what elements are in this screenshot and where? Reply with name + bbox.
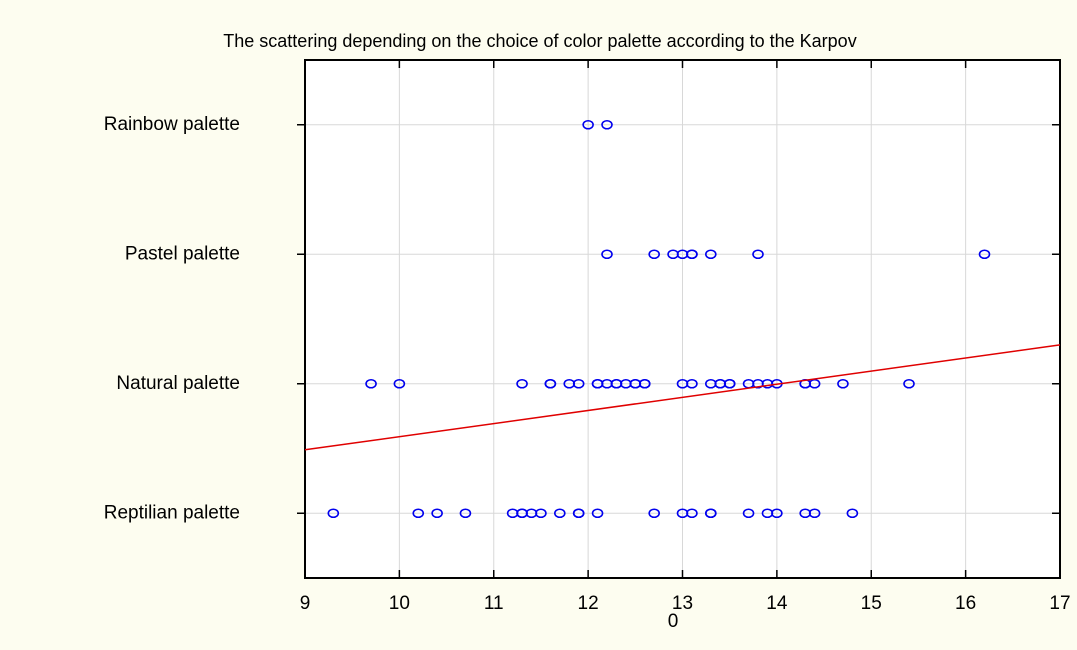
point — [705, 249, 717, 260]
point — [601, 119, 613, 130]
point — [837, 378, 849, 389]
point — [705, 508, 717, 519]
fit-line — [304, 344, 1061, 451]
point — [431, 508, 443, 519]
point — [723, 378, 736, 389]
x-axis-label: 0 — [668, 611, 679, 632]
plot-frame — [304, 59, 1061, 579]
x-tick-label: 15 — [861, 593, 882, 614]
point — [638, 378, 651, 389]
point — [686, 249, 698, 260]
y-tick-label: Reptilian palette — [104, 502, 240, 523]
point — [535, 508, 547, 519]
point — [686, 378, 698, 389]
point — [742, 508, 755, 519]
point — [808, 378, 821, 389]
point — [591, 508, 604, 519]
point — [572, 378, 585, 389]
point — [752, 249, 764, 260]
y-tick-label: Natural palette — [116, 373, 240, 394]
point — [978, 249, 991, 260]
x-tick-label: 12 — [578, 593, 599, 614]
x-tick-label: 14 — [766, 593, 788, 614]
x-tick-label: 17 — [1049, 593, 1070, 614]
chart-title: The scattering depending on the choice o… — [223, 31, 856, 51]
point — [412, 508, 425, 519]
x-tick-label: 10 — [389, 593, 410, 614]
y-tick-label: Pastel palette — [125, 243, 240, 264]
point — [903, 378, 915, 389]
point — [771, 508, 783, 519]
point — [648, 249, 660, 260]
point — [393, 378, 406, 389]
point — [648, 508, 660, 519]
x-tick-label: 9 — [300, 593, 311, 614]
point — [846, 508, 859, 519]
point — [572, 508, 585, 519]
point — [544, 378, 557, 389]
point — [686, 508, 698, 519]
point — [601, 249, 613, 260]
point — [582, 119, 594, 130]
x-tick-label: 16 — [955, 593, 976, 614]
point — [327, 508, 340, 519]
x-tick-label: 11 — [484, 593, 504, 614]
point — [459, 508, 472, 519]
point — [365, 378, 377, 389]
point — [808, 508, 821, 519]
x-tick-label: 13 — [672, 593, 693, 614]
point — [516, 378, 528, 389]
y-tick-label: Rainbow palette — [104, 114, 240, 135]
point — [554, 508, 566, 519]
